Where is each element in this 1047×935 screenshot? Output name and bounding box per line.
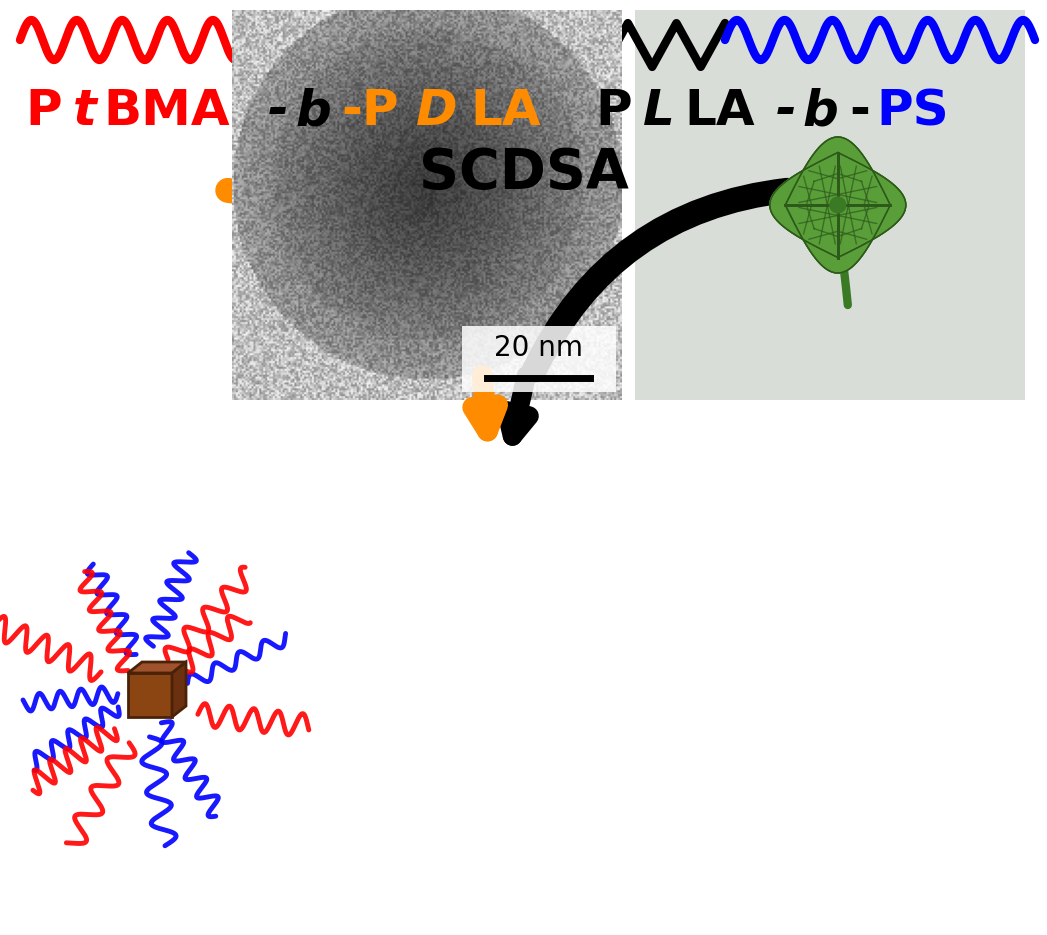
Text: -: - — [776, 87, 797, 135]
Circle shape — [830, 197, 846, 213]
Polygon shape — [770, 152, 906, 257]
Text: -: - — [268, 87, 289, 135]
Text: b: b — [295, 87, 331, 135]
Text: -: - — [849, 87, 870, 135]
Text: PS: PS — [876, 87, 949, 135]
Text: LA: LA — [684, 87, 755, 135]
Text: b: b — [803, 87, 839, 135]
Polygon shape — [128, 662, 186, 673]
Text: P: P — [595, 87, 631, 135]
Bar — [634, 10, 1025, 400]
FancyArrowPatch shape — [228, 191, 476, 375]
Text: L: L — [643, 87, 674, 135]
Polygon shape — [770, 152, 906, 257]
Polygon shape — [785, 137, 890, 273]
Text: P: P — [25, 87, 62, 135]
FancyBboxPatch shape — [462, 326, 616, 392]
Text: -P: -P — [341, 87, 399, 135]
Bar — [232, 10, 622, 400]
Text: t: t — [72, 87, 96, 135]
Text: BMA: BMA — [104, 87, 230, 135]
Text: D: D — [416, 87, 458, 135]
Text: SCDSA: SCDSA — [419, 146, 629, 200]
Polygon shape — [128, 673, 172, 717]
Polygon shape — [172, 662, 186, 717]
Polygon shape — [785, 137, 890, 273]
Text: LA: LA — [470, 87, 540, 135]
Text: 20 nm: 20 nm — [494, 334, 583, 362]
FancyArrowPatch shape — [534, 191, 787, 370]
